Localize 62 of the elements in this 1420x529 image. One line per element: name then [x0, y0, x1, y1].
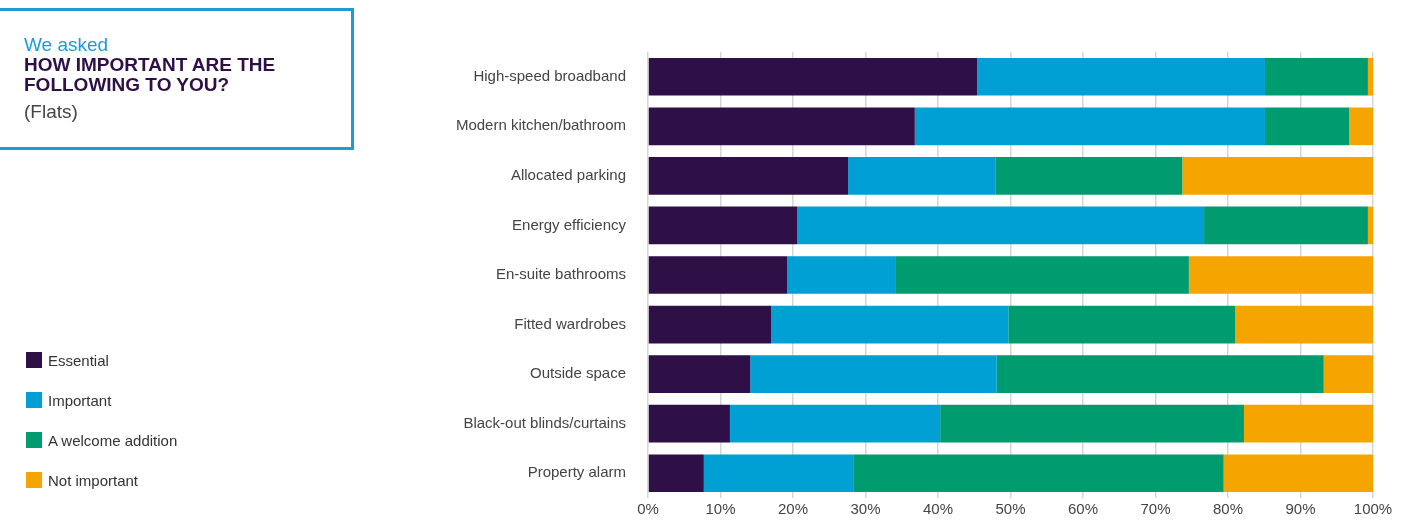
y-tick-label: Allocated parking [510, 166, 626, 184]
bar [996, 355, 1324, 393]
bar [977, 57, 1265, 96]
bar [1349, 107, 1373, 146]
bar [797, 206, 1205, 245]
bar [703, 454, 854, 493]
bar [1323, 355, 1373, 393]
bar [648, 256, 788, 294]
legend-label: Essential [48, 351, 109, 369]
bar [750, 355, 997, 393]
bar [648, 404, 730, 443]
x-tick-label: 30% [850, 500, 881, 518]
y-tick-label: Outside space [530, 364, 626, 382]
y-tick-label: Fitted wardrobes [514, 314, 626, 332]
bar [1188, 256, 1373, 294]
legend-label: Important [48, 391, 112, 409]
bar [1008, 305, 1236, 344]
bar [1182, 157, 1373, 195]
bar [648, 107, 915, 146]
text: We asked HOW IMPORTANT ARE THE FOLLOWING TO YOU? [24, 34, 277, 95]
bar [729, 404, 941, 443]
x-tick-label: 80% [1212, 500, 1244, 518]
x-tick-label: 70% [1140, 500, 1171, 518]
x-tick-label: 100% [1353, 500, 1393, 518]
legend-label: Not important [48, 471, 139, 489]
y-tick-label: Energy efficiency [512, 215, 627, 233]
bar [1223, 454, 1373, 493]
x-tick-label: 50% [995, 500, 1026, 518]
bar [853, 454, 1224, 493]
bar [895, 256, 1189, 294]
x-tick-label: 60% [1067, 500, 1099, 518]
y-tick-label: High-speed broadband [473, 66, 626, 84]
y-tick-label: En-suite bathrooms [495, 265, 626, 283]
x-tick-label: 10% [705, 500, 736, 518]
x-tick-label: 90% [1285, 500, 1316, 518]
bar [1243, 404, 1373, 443]
y-tick-label: Property alarm [527, 463, 626, 481]
x-tick-label: 20% [777, 500, 809, 518]
bar [648, 57, 978, 96]
x-tick-label: 40% [922, 500, 954, 518]
bar [787, 256, 896, 294]
bar [914, 107, 1265, 146]
x-tick-label: 0% [637, 500, 659, 518]
bar [648, 305, 772, 344]
bar [648, 206, 798, 245]
bar [648, 355, 751, 393]
y-tick-label: Black-out blinds/curtains [463, 413, 626, 431]
bar [848, 157, 996, 195]
bar [648, 157, 849, 195]
bar [1264, 57, 1368, 96]
bar [1235, 305, 1373, 344]
bar [940, 404, 1244, 443]
legend-label: A welcome addition [48, 431, 178, 449]
bar [1264, 107, 1350, 146]
text: (Flats) [24, 101, 79, 123]
bar [1204, 206, 1368, 245]
bar [995, 157, 1183, 195]
bar [648, 454, 704, 493]
y-tick-label: Modern kitchen/bathroom [455, 116, 626, 134]
bar [1367, 57, 1373, 96]
bar [771, 305, 1009, 344]
bar [1367, 206, 1373, 245]
